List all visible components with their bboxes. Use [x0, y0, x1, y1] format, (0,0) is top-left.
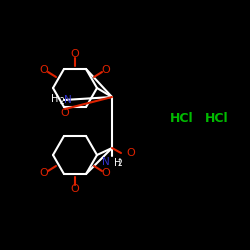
Text: 2: 2	[59, 96, 64, 106]
Text: 2: 2	[118, 160, 123, 168]
Text: H: H	[50, 94, 58, 104]
Text: HCl: HCl	[170, 112, 194, 124]
Text: O: O	[60, 108, 70, 118]
Text: O: O	[40, 65, 48, 75]
Text: O: O	[71, 49, 80, 59]
Text: N: N	[102, 157, 110, 167]
Text: H: H	[114, 158, 122, 168]
Text: O: O	[102, 168, 110, 178]
Text: O: O	[126, 148, 135, 158]
Text: O: O	[40, 168, 48, 178]
Text: N: N	[64, 95, 72, 105]
Text: O: O	[71, 184, 80, 194]
Text: O: O	[102, 65, 110, 75]
Text: HCl: HCl	[205, 112, 229, 124]
